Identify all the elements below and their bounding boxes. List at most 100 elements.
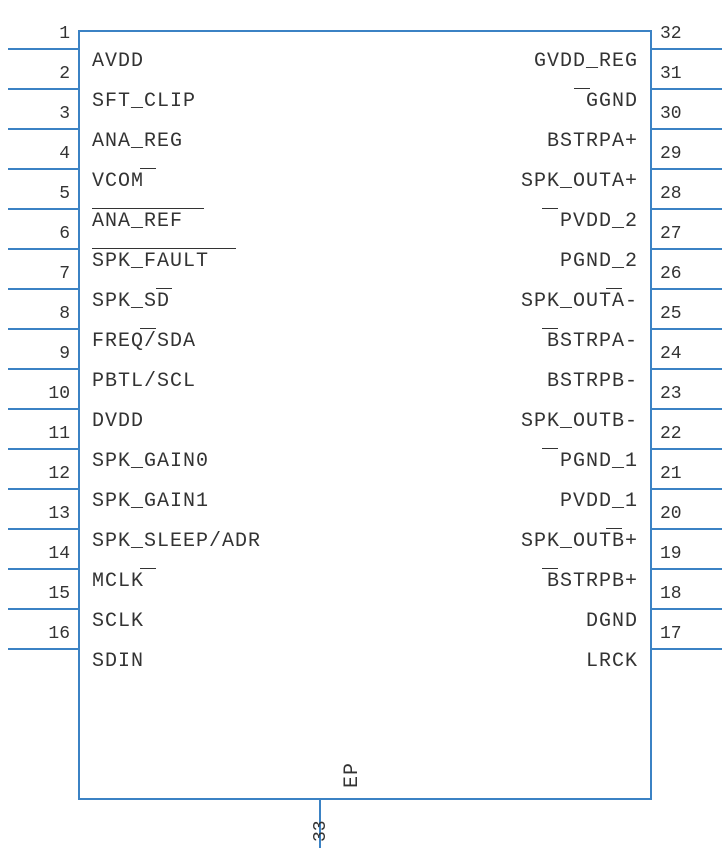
pin-wire-right	[652, 488, 722, 490]
overline	[542, 328, 558, 329]
pin-label: PVDD_2	[358, 210, 638, 233]
overline	[140, 568, 156, 569]
pin-wire-right	[652, 448, 722, 450]
pin-number: 21	[660, 464, 722, 484]
pin-number: 6	[8, 224, 70, 244]
pin-label: DVDD	[92, 410, 144, 433]
pin-label: ANA_REF	[92, 210, 183, 233]
pin-label: GGND	[358, 90, 638, 113]
pin-wire-right	[652, 368, 722, 370]
pin-wire-right	[652, 328, 722, 330]
pin-number: 13	[8, 504, 70, 524]
pin-number: 17	[660, 624, 722, 644]
overline	[542, 208, 558, 209]
pin-wire-left	[8, 408, 78, 410]
pin-number: 20	[660, 504, 722, 524]
overline	[92, 248, 236, 249]
overline	[606, 288, 622, 289]
pin-number: 25	[660, 304, 722, 324]
pin-label: SFT_CLIP	[92, 90, 196, 113]
pin-wire-right	[652, 88, 722, 90]
pin-wire-left	[8, 648, 78, 650]
pin-wire-right	[652, 168, 722, 170]
pin-number: 30	[660, 104, 722, 124]
overline	[156, 288, 172, 289]
pin-number: 3	[8, 104, 70, 124]
pin-wire-left	[8, 248, 78, 250]
pin-number: 18	[660, 584, 722, 604]
overline	[574, 88, 590, 89]
pin-number: 31	[660, 64, 722, 84]
pin-label: MCLK	[92, 570, 144, 593]
pin-label: BSTRPA-	[358, 330, 638, 353]
pin-wire-left	[8, 448, 78, 450]
pin-number: 8	[8, 304, 70, 324]
pin-number: 10	[8, 384, 70, 404]
pin-number: 11	[8, 424, 70, 444]
pin-label: FREQ/SDA	[92, 330, 196, 353]
pin-wire-left	[8, 528, 78, 530]
pin-number: 22	[660, 424, 722, 444]
pin-number: 9	[8, 344, 70, 364]
pin-number: 14	[8, 544, 70, 564]
pin-label: SCLK	[92, 610, 144, 633]
pin-label: LRCK	[358, 650, 638, 673]
pin-label: BSTRPB-	[358, 370, 638, 393]
overline	[140, 328, 156, 329]
pin-number: 1	[8, 24, 70, 44]
pin-label: SDIN	[92, 650, 144, 673]
pin-wire-right	[652, 128, 722, 130]
pin-number: 26	[660, 264, 722, 284]
overline	[92, 208, 204, 209]
pin-wire-right	[652, 648, 722, 650]
pin-wire-right	[652, 608, 722, 610]
pin-label: ANA_REG	[92, 130, 183, 153]
pin-number: 33	[311, 820, 331, 842]
pin-label: SPK_GAIN0	[92, 450, 209, 473]
pin-label: SPK_GAIN1	[92, 490, 209, 513]
pin-wire-left	[8, 88, 78, 90]
overline	[542, 568, 558, 569]
pin-label: SPK_SD	[92, 290, 170, 313]
overline	[542, 448, 558, 449]
pin-wire-left	[8, 568, 78, 570]
pin-wire-left	[8, 208, 78, 210]
pin-wire-left	[8, 488, 78, 490]
pin-number: 4	[8, 144, 70, 164]
pin-label: PGND_1	[358, 450, 638, 473]
pin-number: 23	[660, 384, 722, 404]
pin-wire-left	[8, 168, 78, 170]
overline	[606, 528, 622, 529]
pin-label: BSTRPA+	[358, 130, 638, 153]
pin-wire-right	[652, 248, 722, 250]
pin-wire-right	[652, 288, 722, 290]
pin-label: BSTRPB+	[358, 570, 638, 593]
pin-wire-right	[652, 408, 722, 410]
pin-number: 27	[660, 224, 722, 244]
pin-label: PGND_2	[358, 250, 638, 273]
pin-label: VCOM	[92, 170, 144, 193]
pin-number: 29	[660, 144, 722, 164]
pin-label: SPK_OUTA+	[358, 170, 638, 193]
pin-wire-right	[652, 528, 722, 530]
pin-label: AVDD	[92, 50, 144, 73]
pin-label: DGND	[358, 610, 638, 633]
pin-label: SPK_OUTB-	[358, 410, 638, 433]
pin-number: 7	[8, 264, 70, 284]
pin-label: PVDD_1	[358, 490, 638, 513]
pin-label: SPK_SLEEP/ADR	[92, 530, 261, 553]
pin-number: 2	[8, 64, 70, 84]
pin-number: 28	[660, 184, 722, 204]
pin-wire-right	[652, 48, 722, 50]
pin-label: EP	[341, 762, 364, 788]
pin-wire-left	[8, 608, 78, 610]
pin-wire-right	[652, 208, 722, 210]
pin-wire-left	[8, 368, 78, 370]
pin-number: 12	[8, 464, 70, 484]
overline	[140, 168, 156, 169]
pin-label: GVDD_REG	[358, 50, 638, 73]
pin-number: 19	[660, 544, 722, 564]
pin-number: 15	[8, 584, 70, 604]
pin-wire-left	[8, 48, 78, 50]
pin-wire-left	[8, 288, 78, 290]
